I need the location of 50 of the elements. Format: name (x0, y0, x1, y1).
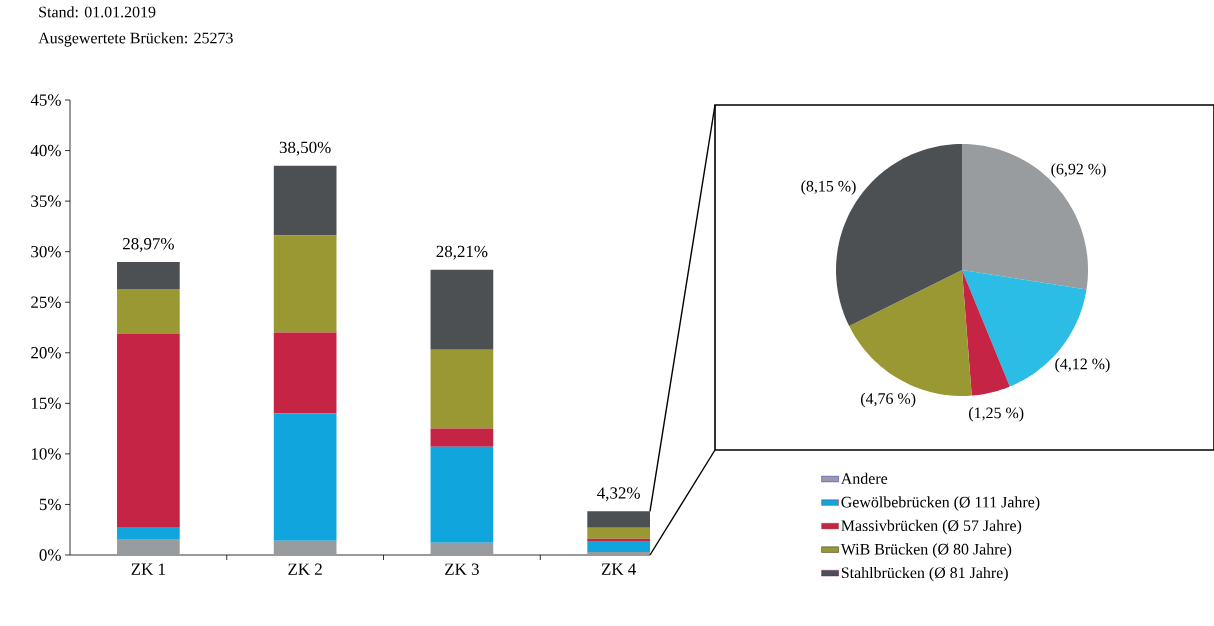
bar (587, 538, 651, 542)
legend-label: Massivbrücken (Ø 57 Jahre) (841, 519, 1022, 535)
total-label: 28,97% (123, 238, 174, 252)
y-tick-label: 30% (31, 245, 61, 258)
bar (117, 333, 180, 528)
bar (430, 428, 494, 447)
bar (430, 349, 494, 429)
bar (430, 542, 494, 555)
x-tick-label: ZK 4 (601, 563, 637, 575)
x-tick-label: ZK 3 (445, 563, 479, 575)
bar (117, 539, 180, 555)
bar (117, 289, 180, 334)
y-tick-label: 20% (31, 347, 61, 359)
data-label: (8,15 %) (801, 180, 856, 195)
y-tick-label: 40% (30, 144, 61, 157)
data-label: (1,25 %) (969, 407, 1024, 422)
bar (117, 262, 180, 290)
chart-title: Stand: 01.01.2019 (39, 6, 156, 18)
y-tick-label: 0% (39, 549, 61, 561)
bar (273, 332, 337, 414)
y-tick-label: 35% (31, 195, 61, 207)
legend-label: Stahlbrücken (Ø 81 Jahre) (841, 566, 1008, 582)
legend-label: WiB Brücken (Ø 80 Jahre) (840, 543, 1012, 558)
legend-label: Gewölbebrücken (Ø 111 Jahre) (841, 496, 1040, 511)
bar (273, 235, 337, 333)
bar (587, 551, 651, 555)
bar (117, 527, 180, 540)
bar (587, 527, 651, 539)
chart-subtitle: Ausgewertete Brücken: 25273 (38, 32, 233, 47)
bar (587, 541, 651, 552)
bar (273, 540, 337, 555)
bar (273, 413, 337, 541)
data-label: (4,12 %) (1055, 358, 1110, 373)
data-label: (4,76 %) (860, 392, 916, 408)
data-label: (6,92 %) (1051, 163, 1106, 178)
bar (430, 269, 494, 350)
y-tick-label: 10% (31, 448, 61, 460)
y-tick-label: 15% (31, 397, 61, 410)
total-label: 28,21% (436, 245, 488, 260)
x-tick-label: ZK 1 (131, 563, 165, 575)
total-label: 38,50% (279, 141, 331, 156)
total-label: 4,32% (597, 487, 640, 502)
x-tick-label: ZK 2 (288, 563, 322, 575)
bar (430, 446, 494, 543)
y-tick-label: 25% (31, 296, 61, 308)
y-tick-label: 45% (30, 94, 61, 106)
bar (273, 165, 337, 236)
legend-label: Andere (840, 472, 888, 484)
bar (587, 511, 651, 528)
y-tick-label: 5% (39, 498, 61, 511)
